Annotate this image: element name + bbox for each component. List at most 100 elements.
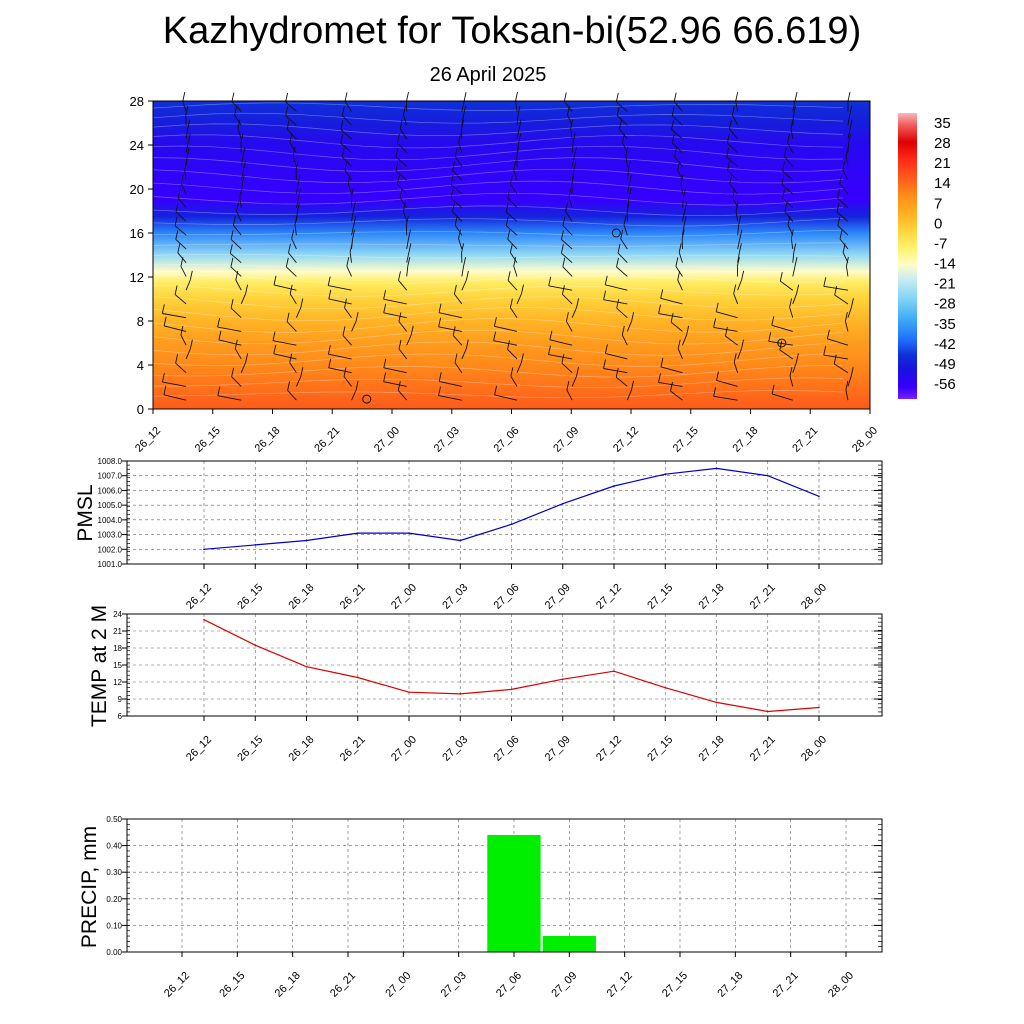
wind-barb-flag bbox=[675, 257, 679, 267]
wind-barb-flag bbox=[836, 202, 840, 213]
wind-barb bbox=[507, 280, 518, 291]
wind-barb-flag bbox=[352, 229, 356, 239]
wind-barb bbox=[847, 128, 851, 140]
wind-barb bbox=[619, 128, 628, 140]
wind-barb bbox=[548, 285, 573, 291]
wind-barb-flag bbox=[726, 147, 730, 158]
wind-barb bbox=[735, 211, 739, 222]
wind-barb bbox=[185, 156, 188, 167]
wind-barb-flag bbox=[289, 133, 293, 143]
wind-barb bbox=[771, 324, 793, 332]
wind-barb bbox=[395, 170, 408, 181]
heatmap-x-tick-label: 27_06 bbox=[492, 425, 522, 455]
x-tick-label: 26_15 bbox=[235, 734, 265, 764]
x-tick-label: 27_06 bbox=[492, 582, 522, 612]
wind-barb bbox=[729, 128, 738, 140]
x-tick-label: 26_21 bbox=[328, 970, 358, 1000]
wind-barb-flag bbox=[507, 271, 511, 281]
wind-barb-flag bbox=[383, 358, 387, 368]
heatmap-x-tick-label: 26_12 bbox=[133, 425, 163, 455]
wind-barb-flag bbox=[671, 134, 675, 144]
wind-barb bbox=[677, 169, 683, 181]
wind-barb bbox=[494, 325, 518, 332]
colorbar-label: -35 bbox=[934, 316, 956, 333]
wind-barb bbox=[562, 266, 573, 277]
wind-barb-flag bbox=[399, 119, 403, 129]
data-point bbox=[613, 485, 615, 487]
y-tick-label: 1004.0 bbox=[98, 516, 123, 525]
y-tick-label: 1001.0 bbox=[98, 560, 123, 569]
wind-barb bbox=[562, 293, 573, 305]
wind-barb bbox=[289, 142, 297, 153]
wind-barb-flag bbox=[328, 358, 332, 368]
wind-barb-flag bbox=[300, 298, 304, 308]
wind-barb-flag bbox=[231, 367, 235, 377]
wind-barb bbox=[787, 142, 794, 153]
wind-barb bbox=[231, 101, 242, 112]
wind-barb bbox=[660, 297, 683, 305]
x-tick-label: 26_15 bbox=[235, 582, 265, 612]
data-point bbox=[203, 618, 205, 621]
wind-barb bbox=[177, 197, 187, 208]
wind-barb bbox=[450, 197, 463, 209]
wind-barb-flag bbox=[834, 285, 838, 296]
x-tick-label: 27_06 bbox=[494, 970, 524, 1000]
wind-barb-flag bbox=[562, 257, 566, 267]
data-point bbox=[357, 532, 359, 534]
wind-barb bbox=[461, 266, 465, 277]
wind-barb bbox=[438, 312, 462, 319]
wind-barb bbox=[458, 238, 463, 250]
wind-barb-flag bbox=[297, 174, 301, 184]
wind-barb bbox=[566, 389, 573, 401]
wind-barb-flag bbox=[461, 119, 465, 129]
wind-barb bbox=[452, 170, 463, 181]
wind-barb bbox=[237, 128, 242, 140]
contour-line bbox=[152, 192, 844, 206]
heatmap-y-tick-label: 4 bbox=[137, 358, 144, 373]
wind-barb-flag bbox=[230, 257, 234, 267]
y-tick-label: 15 bbox=[113, 661, 122, 670]
wind-barb-flag bbox=[849, 105, 853, 115]
wind-barb-flag bbox=[237, 119, 241, 129]
precip-panel: 0.00 0.10 0.20 0.30 0.40 0.50 26_12 26_15 26_18 2… bbox=[78, 815, 883, 1000]
panel-frame bbox=[126, 818, 883, 953]
wind-barb bbox=[561, 362, 573, 374]
wind-barb bbox=[294, 224, 297, 236]
wind-barb-flag bbox=[674, 147, 678, 157]
y-tick-label: 0.20 bbox=[106, 895, 122, 904]
x-tick-label: 27_12 bbox=[594, 734, 624, 764]
wind-barb-flag bbox=[450, 189, 454, 199]
colorbar-label: 0 bbox=[934, 215, 942, 232]
heatmap-x-tick-label: 27_00 bbox=[372, 425, 402, 455]
contour-line bbox=[152, 157, 844, 172]
y-axis-label: TEMP at 2 M bbox=[88, 605, 111, 727]
wind-barb bbox=[792, 293, 798, 305]
wind-barb-flag bbox=[658, 304, 662, 314]
wind-barb bbox=[827, 338, 849, 346]
wind-barb-flag bbox=[180, 174, 184, 184]
wind-barb-flag bbox=[286, 120, 290, 130]
wind-barb-flag bbox=[408, 243, 412, 253]
wind-barb-flag bbox=[837, 216, 841, 226]
wind-barb-flag bbox=[826, 329, 830, 339]
wind-barb-flag bbox=[189, 339, 193, 349]
wind-barb bbox=[792, 114, 795, 126]
wind-barb-flag bbox=[728, 120, 732, 130]
wind-barb-flag bbox=[402, 202, 406, 212]
wind-barb bbox=[383, 381, 407, 387]
heatmap-y-tick-label: 16 bbox=[130, 226, 144, 241]
wind-barb bbox=[397, 183, 408, 195]
wind-barb-flag bbox=[234, 106, 238, 116]
wind-barb-flag bbox=[217, 318, 221, 328]
wind-barb-flag bbox=[789, 367, 793, 377]
x-tick-label: 27_12 bbox=[594, 582, 624, 612]
wind-barb-flag bbox=[603, 290, 607, 300]
wind-barb-flag bbox=[273, 275, 277, 285]
wind-barb-flag bbox=[396, 133, 400, 144]
wind-barb-flag bbox=[399, 188, 403, 198]
wind-barb-flag bbox=[847, 92, 851, 102]
wind-barb bbox=[737, 252, 740, 263]
wind-barb-flag bbox=[161, 373, 165, 383]
y-tick-label: 1005.0 bbox=[98, 501, 123, 510]
wind-barb bbox=[295, 183, 299, 195]
